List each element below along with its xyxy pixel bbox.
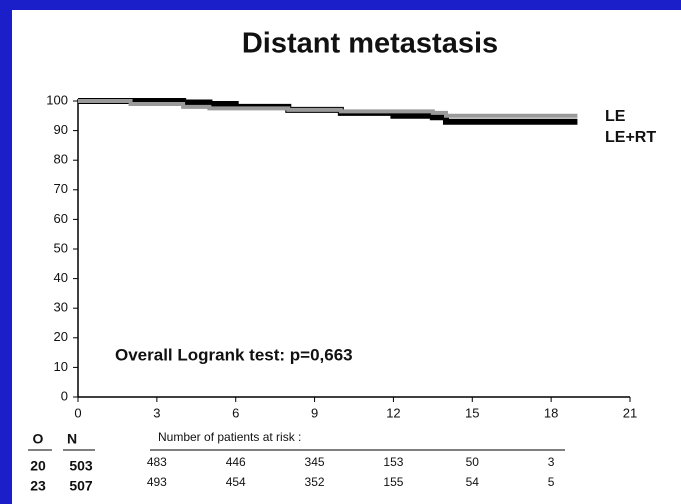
column-header: N [67, 431, 77, 447]
x-tick-label: 21 [623, 405, 637, 420]
y-tick-label: 10 [54, 359, 68, 374]
y-tick-label: 90 [54, 122, 68, 137]
x-tick-label: 6 [232, 405, 239, 420]
slide-panel [12, 10, 681, 504]
x-tick-label: 3 [153, 405, 160, 420]
annotation: Overall Logrank test: p=0,663 [115, 345, 353, 364]
x-tick-label: 18 [544, 405, 558, 420]
x-tick-label: 9 [311, 405, 318, 420]
observed: 20 [30, 458, 46, 474]
at-risk: 446 [226, 455, 246, 469]
y-tick-label: 50 [54, 240, 68, 255]
survival-curve [78, 99, 578, 118]
at-risk: 3 [548, 455, 555, 469]
column-header: O [33, 431, 44, 447]
at-risk: 5 [548, 475, 555, 489]
at-risk: 345 [305, 455, 325, 469]
y-tick-label: 20 [54, 329, 68, 344]
legend-label: LE [605, 108, 626, 125]
y-tick-label: 30 [54, 300, 68, 315]
at-risk: 483 [147, 455, 167, 469]
y-tick-label: 40 [54, 270, 68, 285]
x-tick-label: 12 [386, 405, 400, 420]
y-tick-label: 0 [61, 388, 68, 403]
chart-title: Distant metastasis [242, 28, 498, 60]
observed: 23 [30, 478, 46, 494]
y-tick-label: 60 [54, 211, 68, 226]
y-tick-label: 100 [46, 92, 68, 107]
patients: 503 [69, 458, 93, 474]
patients: 507 [69, 478, 93, 494]
y-tick-label: 70 [54, 181, 68, 196]
x-tick-label: 0 [74, 405, 81, 420]
at-risk: 50 [466, 455, 480, 469]
y-tick-label: 80 [54, 152, 68, 167]
at-risk: 155 [383, 475, 403, 489]
x-tick-label: 15 [465, 405, 479, 420]
legend-label: LE+RT [605, 129, 656, 146]
at-risk: 352 [305, 475, 325, 489]
risk-header: Number of patients at risk : [158, 430, 301, 444]
at-risk: 454 [226, 475, 246, 489]
at-risk: 54 [466, 475, 480, 489]
at-risk: 153 [383, 455, 403, 469]
at-risk: 493 [147, 475, 167, 489]
